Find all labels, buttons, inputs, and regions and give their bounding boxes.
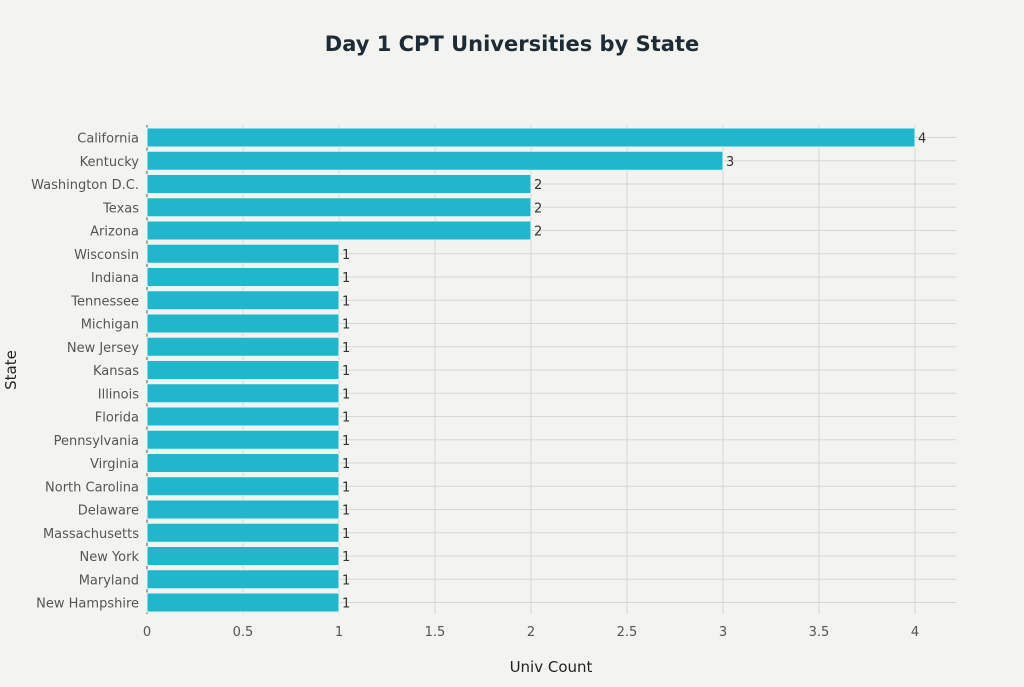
x-tick-label: 0 <box>143 625 151 640</box>
x-tick-label: 2 <box>527 625 535 640</box>
data-label: 1 <box>342 504 350 519</box>
bar <box>146 220 532 241</box>
bar <box>146 336 340 357</box>
y-tick-label: Wisconsin <box>74 248 139 263</box>
data-label: 1 <box>342 271 350 286</box>
x-tick-label: 2.5 <box>617 625 638 640</box>
data-label: 2 <box>534 225 542 240</box>
x-tick-labels: 0 0.5 1 1.5 2 2.5 3 3.5 4 <box>143 625 919 640</box>
data-label: 1 <box>342 573 350 588</box>
x-tick-label: 0.5 <box>233 625 254 640</box>
y-tick-label: Massachusetts <box>43 527 139 542</box>
bar <box>146 569 340 590</box>
data-label: 1 <box>342 318 350 333</box>
y-tick-label: Delaware <box>78 504 139 519</box>
y-axis-title: State <box>2 350 20 390</box>
bar <box>146 313 340 334</box>
bar <box>146 290 340 311</box>
bar <box>146 499 340 520</box>
bar <box>146 406 340 427</box>
x-tick-label: 3.5 <box>809 625 830 640</box>
bar <box>146 546 340 566</box>
bar <box>146 150 724 171</box>
x-axis-title: Univ Count <box>510 658 593 676</box>
bar <box>146 429 340 450</box>
y-tick-label: Virginia <box>90 457 139 472</box>
bar <box>146 592 340 613</box>
y-tick-label: Indiana <box>91 271 139 286</box>
y-tick-label: North Carolina <box>45 480 139 495</box>
chart-title: Day 1 CPT Universities by State <box>325 32 699 56</box>
bar <box>146 243 340 264</box>
bar <box>146 197 532 218</box>
x-tick-label: 3 <box>719 625 727 640</box>
y-tick-label: Texas <box>102 201 139 216</box>
data-label: 1 <box>342 248 350 263</box>
data-label: 2 <box>534 178 542 193</box>
data-label: 1 <box>342 597 350 612</box>
x-tick-label: 1.5 <box>425 625 446 640</box>
y-tick-label: Kentucky <box>80 155 140 170</box>
bar <box>146 383 340 404</box>
data-label: 3 <box>726 155 734 170</box>
y-tick-label: Arizona <box>90 225 139 240</box>
bar <box>146 360 340 380</box>
y-tick-label: California <box>77 132 139 147</box>
bar <box>146 476 340 497</box>
data-label: 2 <box>534 201 542 216</box>
data-label: 1 <box>342 341 350 356</box>
y-tick-label: New Hampshire <box>36 597 139 612</box>
data-label: 1 <box>342 527 350 542</box>
bar <box>146 453 340 473</box>
data-label: 1 <box>342 550 350 565</box>
y-tick-label: Pennsylvania <box>54 434 139 449</box>
bar <box>146 522 340 543</box>
y-tick-label: New Jersey <box>67 341 139 356</box>
data-labels: 4 3 2 2 2 1 1 1 1 1 1 1 1 1 1 1 1 1 1 1 1 <box>342 132 926 612</box>
y-tick-label: Kansas <box>93 364 139 379</box>
y-tick-label: Michigan <box>81 318 139 333</box>
data-label: 1 <box>342 411 350 426</box>
y-tick-label: New York <box>79 550 139 565</box>
y-tick-label: Washington D.C. <box>31 178 139 193</box>
bar <box>146 127 916 148</box>
y-tick-label: Tennessee <box>70 294 139 309</box>
data-label: 1 <box>342 364 350 379</box>
y-tick-labels: California Kentucky Washington D.C. Texas Ar… <box>31 132 139 612</box>
y-tick-label: Illinois <box>98 387 139 402</box>
x-tick-label: 1 <box>335 625 343 640</box>
bar <box>146 267 340 287</box>
y-tick-label: Florida <box>95 411 139 426</box>
bar <box>146 174 532 194</box>
y-tick-label: Maryland <box>79 573 139 588</box>
data-label: 1 <box>342 387 350 402</box>
data-label: 1 <box>342 434 350 449</box>
bars <box>146 127 916 613</box>
data-label: 1 <box>342 294 350 309</box>
data-label: 4 <box>918 132 926 147</box>
data-label: 1 <box>342 457 350 472</box>
x-tick-label: 4 <box>911 625 919 640</box>
data-label: 1 <box>342 480 350 495</box>
